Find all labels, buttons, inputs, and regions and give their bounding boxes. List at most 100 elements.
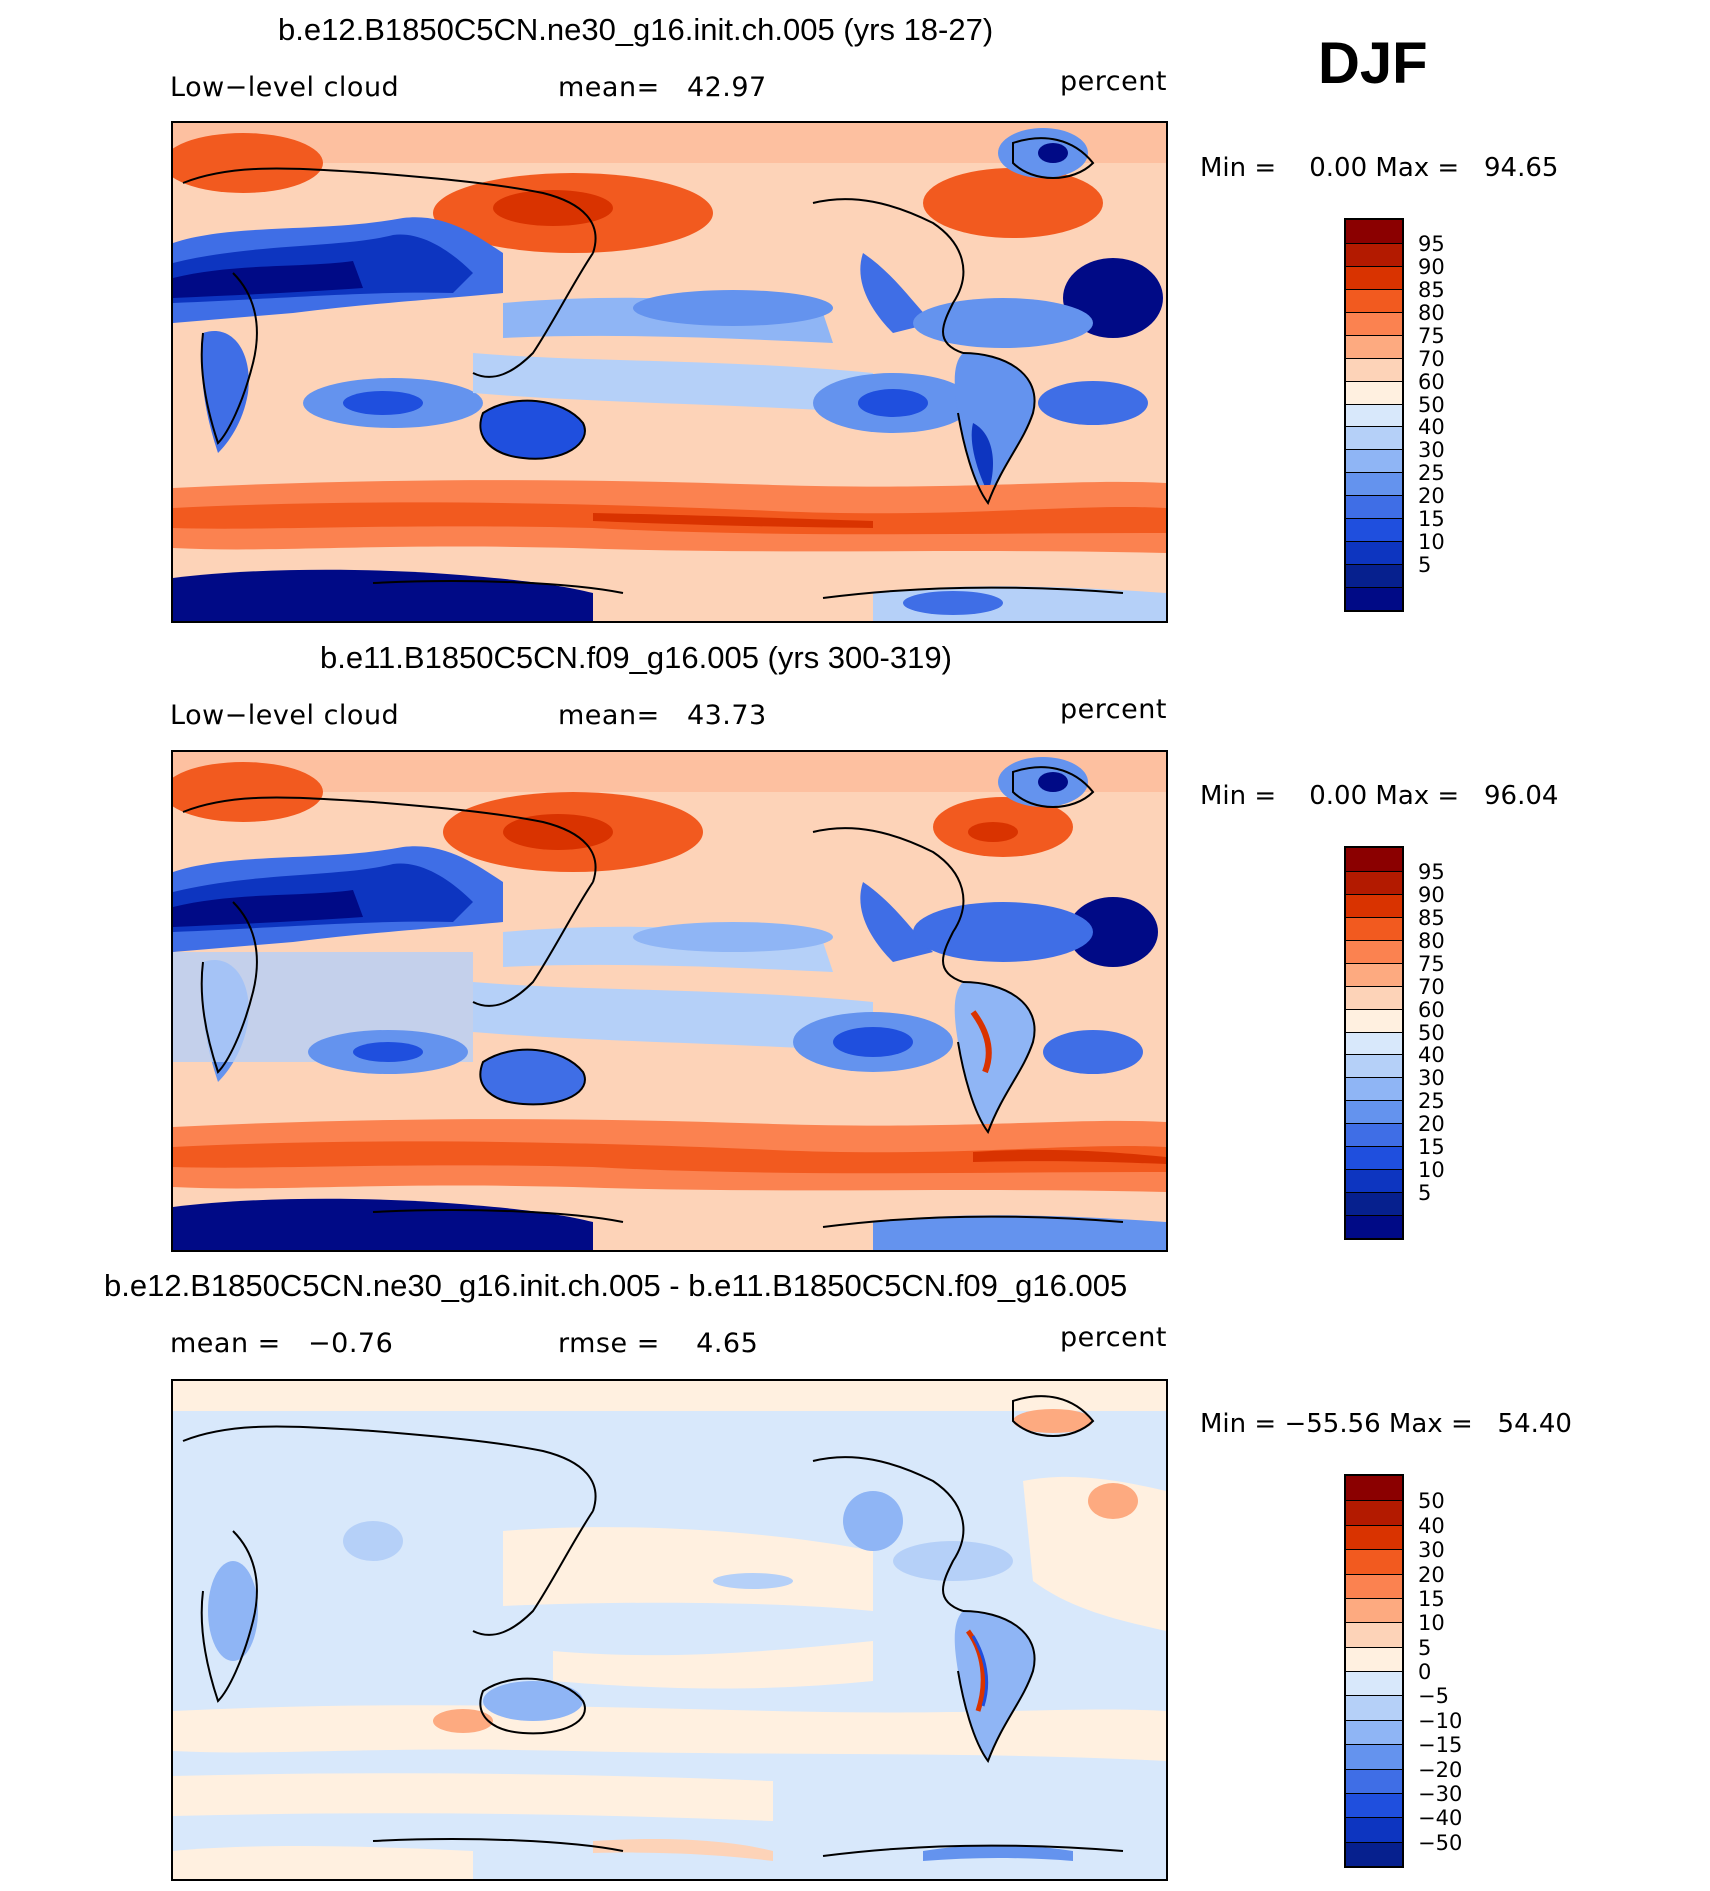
- panel-1-variable-label: Low−level cloud: [170, 72, 400, 103]
- colorbar-box: [1346, 1622, 1402, 1647]
- colorbar-tick-label: 30: [1418, 438, 1445, 463]
- panel-3-mean-label: mean = −0.76: [170, 1328, 394, 1359]
- colorbar-box: [1346, 472, 1402, 496]
- panel-2-minmax: Min = 0.00 Max = 96.04: [1200, 781, 1559, 811]
- panel-2-title: b.e11.B1850C5CN.f09_g16.005 (yrs 300-319…: [320, 640, 952, 675]
- colorbar-tick-label: 20: [1418, 1112, 1445, 1137]
- colorbar-tick-label: 10: [1418, 530, 1445, 555]
- colorbar-box: [1346, 1646, 1402, 1671]
- colorbar-tick-label: −30: [1418, 1781, 1463, 1806]
- colorbar-box: [1346, 1192, 1402, 1215]
- colorbar-tick-label: 70: [1418, 346, 1445, 371]
- colorbar-tick-label: 75: [1418, 323, 1445, 348]
- colorbar-tick-label: 5: [1418, 553, 1432, 578]
- panel-2-map-svg: [173, 752, 1166, 1250]
- colorbar-box: [1346, 939, 1402, 963]
- colorbar-box: [1346, 1123, 1402, 1147]
- colorbar-tick-label: 10: [1418, 1611, 1445, 1636]
- colorbar-tick-label: −50: [1418, 1830, 1463, 1855]
- panel-1-map: [171, 121, 1168, 623]
- colorbar-box: [1346, 893, 1402, 917]
- colorbar-box: [1346, 541, 1402, 565]
- colorbar-box: [1346, 1744, 1402, 1769]
- colorbar-box: [1346, 1169, 1402, 1193]
- panel-2-variable-label: Low−level cloud: [170, 700, 400, 731]
- panel-3-minmax: Min = −55.56 Max = 54.40: [1200, 1409, 1572, 1439]
- colorbar-box: [1346, 1768, 1402, 1793]
- colorbar-box: [1346, 1792, 1402, 1818]
- colorbar-box: [1346, 449, 1402, 473]
- colorbar-tick-label: −20: [1418, 1757, 1463, 1782]
- colorbar-tick-label: 95: [1418, 231, 1445, 256]
- panel-2-colorbar: [1344, 846, 1404, 1240]
- colorbar-tick-label: −10: [1418, 1708, 1463, 1733]
- colorbar-tick-label: 90: [1418, 254, 1445, 279]
- colorbar-tick-label: 25: [1418, 1089, 1445, 1114]
- colorbar-box: [1346, 1054, 1402, 1078]
- colorbar-tick-label: 95: [1418, 859, 1445, 884]
- colorbar-box: [1346, 1817, 1402, 1842]
- colorbar-box: [1346, 916, 1402, 940]
- colorbar-box: [1346, 311, 1402, 335]
- panel-3-title: b.e12.B1850C5CN.ne30_g16.init.ch.005 - b…: [104, 1268, 1128, 1303]
- colorbar-tick-label: 80: [1418, 928, 1445, 953]
- colorbar-tick-label: 60: [1418, 369, 1445, 394]
- colorbar-tick-label: 15: [1418, 1135, 1445, 1160]
- panel-3-colorbar: [1344, 1474, 1404, 1868]
- colorbar-box: [1346, 1100, 1402, 1124]
- colorbar-tick-label: 15: [1418, 1586, 1445, 1611]
- colorbar-box: [1346, 1719, 1402, 1745]
- colorbar-box: [1346, 1549, 1402, 1574]
- colorbar-box: [1346, 426, 1402, 450]
- colorbar-tick-label: 40: [1418, 1513, 1445, 1538]
- colorbar-box: [1346, 1008, 1402, 1032]
- colorbar-tick-label: 60: [1418, 997, 1445, 1022]
- colorbar-tick-label: 40: [1418, 415, 1445, 440]
- colorbar-box: [1346, 518, 1402, 542]
- colorbar-box: [1346, 564, 1402, 587]
- colorbar-box: [1346, 1597, 1402, 1623]
- colorbar-box: [1346, 1476, 1402, 1501]
- season-label: DJF: [1318, 31, 1428, 96]
- panel-1-colorbar: [1344, 218, 1404, 612]
- colorbar-box: [1346, 1573, 1402, 1598]
- colorbar-tick-label: 80: [1418, 300, 1445, 325]
- colorbar-tick-label: −15: [1418, 1733, 1463, 1758]
- colorbar-box: [1346, 1031, 1402, 1055]
- colorbar-tick-label: 0: [1418, 1660, 1432, 1684]
- colorbar-box: [1346, 1524, 1402, 1550]
- colorbar-tick-label: 40: [1418, 1043, 1445, 1068]
- colorbar-box: [1346, 334, 1402, 358]
- colorbar-tick-label: 10: [1418, 1158, 1445, 1183]
- colorbar-box: [1346, 242, 1402, 266]
- colorbar-box: [1346, 380, 1402, 404]
- colorbar-tick-label: 50: [1418, 1489, 1445, 1514]
- colorbar-box: [1346, 1500, 1402, 1525]
- colorbar-box: [1346, 1146, 1402, 1170]
- colorbar-box: [1346, 220, 1402, 243]
- panel-1-units-label: percent: [1060, 66, 1167, 97]
- colorbar-box: [1346, 1671, 1402, 1696]
- colorbar-tick-label: 30: [1418, 1066, 1445, 1091]
- colorbar-box: [1346, 962, 1402, 986]
- colorbar-tick-label: 70: [1418, 974, 1445, 999]
- panel-1-minmax: Min = 0.00 Max = 94.65: [1200, 153, 1559, 183]
- colorbar-tick-label: −5: [1418, 1684, 1449, 1709]
- colorbar-tick-label: 20: [1418, 1562, 1445, 1587]
- panel-2-units-label: percent: [1060, 694, 1167, 725]
- colorbar-tick-label: 15: [1418, 507, 1445, 532]
- colorbar-box: [1346, 1215, 1402, 1238]
- colorbar-tick-label: −40: [1418, 1806, 1463, 1831]
- colorbar-tick-label: 50: [1418, 1020, 1445, 1045]
- colorbar-box: [1346, 848, 1402, 871]
- panel-3-map: [171, 1379, 1168, 1881]
- colorbar-tick-label: 20: [1418, 484, 1445, 509]
- colorbar-box: [1346, 495, 1402, 519]
- colorbar-box: [1346, 265, 1402, 289]
- panel-1-map-svg: [173, 123, 1166, 621]
- colorbar-box: [1346, 870, 1402, 894]
- colorbar-tick-label: 85: [1418, 905, 1445, 930]
- panel-3-map-svg: [173, 1381, 1166, 1879]
- colorbar-tick-label: 5: [1418, 1181, 1432, 1206]
- panel-2-map: [171, 750, 1168, 1252]
